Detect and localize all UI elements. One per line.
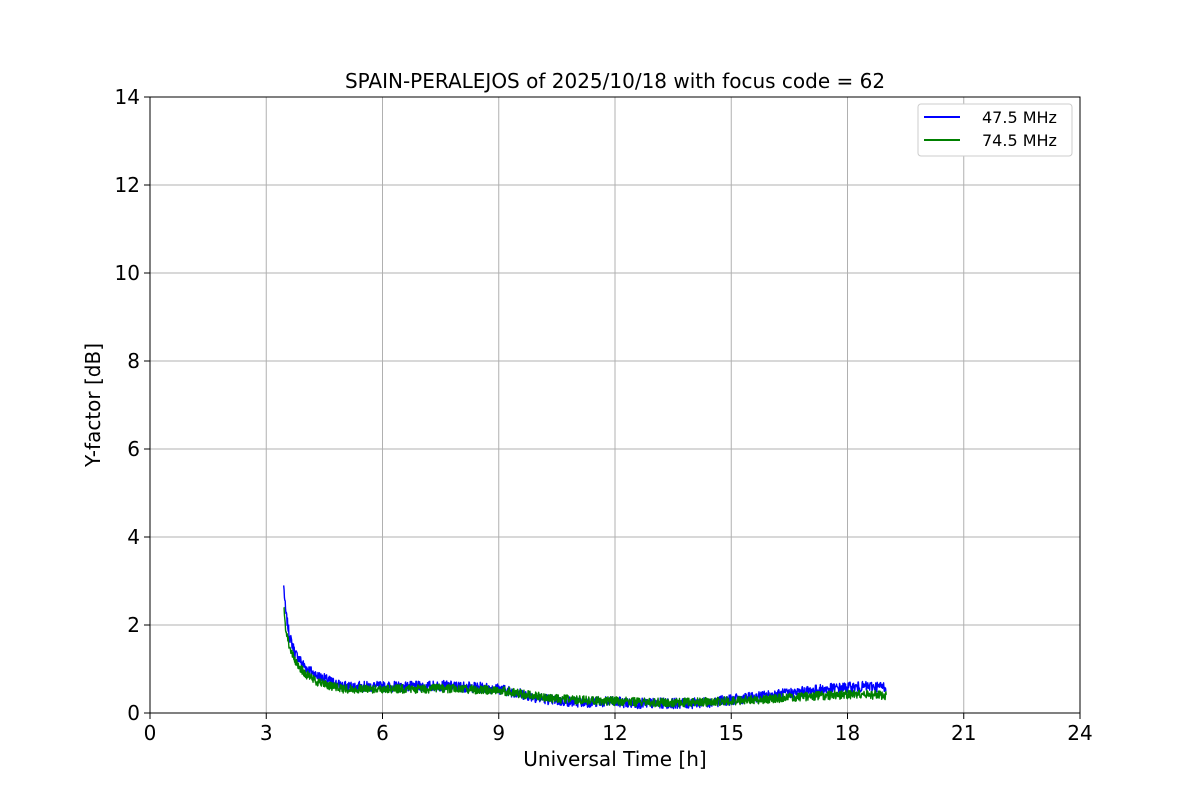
x-tick-label: 3 bbox=[260, 721, 273, 745]
x-tick-label: 0 bbox=[144, 721, 157, 745]
y-tick-label: 12 bbox=[115, 173, 140, 197]
y-axis: 0 2 4 6 8 10 12 14 bbox=[115, 85, 150, 725]
x-tick-label: 24 bbox=[1067, 721, 1092, 745]
x-tick-label: 18 bbox=[835, 721, 860, 745]
x-tick-label: 21 bbox=[951, 721, 976, 745]
x-axis-label: Universal Time [h] bbox=[523, 747, 706, 771]
x-tick-label: 9 bbox=[492, 721, 505, 745]
plot-lines bbox=[282, 585, 887, 710]
x-tick-label: 6 bbox=[376, 721, 389, 745]
y-tick-label: 14 bbox=[115, 85, 140, 109]
chart-title: SPAIN-PERALEJOS of 2025/10/18 with focus… bbox=[345, 69, 885, 93]
x-axis: 0 3 6 9 12 15 18 21 24 bbox=[144, 713, 1093, 745]
legend-label-74-5-mhz: 74.5 MHz bbox=[982, 131, 1057, 150]
y-tick-label: 6 bbox=[127, 437, 140, 461]
y-tick-label: 8 bbox=[127, 349, 140, 373]
series-line-74-5-mhz bbox=[283, 606, 887, 708]
y-axis-label: Y-factor [dB] bbox=[81, 343, 105, 468]
legend-label-47-5-mhz: 47.5 MHz bbox=[982, 108, 1057, 127]
y-tick-label: 0 bbox=[127, 701, 140, 725]
y-tick-label: 2 bbox=[127, 613, 140, 637]
x-tick-label: 12 bbox=[602, 721, 627, 745]
x-tick-label: 15 bbox=[719, 721, 744, 745]
y-tick-label: 4 bbox=[127, 525, 140, 549]
y-tick-label: 10 bbox=[115, 261, 140, 285]
legend: 47.5 MHz 74.5 MHz bbox=[917, 103, 1073, 157]
